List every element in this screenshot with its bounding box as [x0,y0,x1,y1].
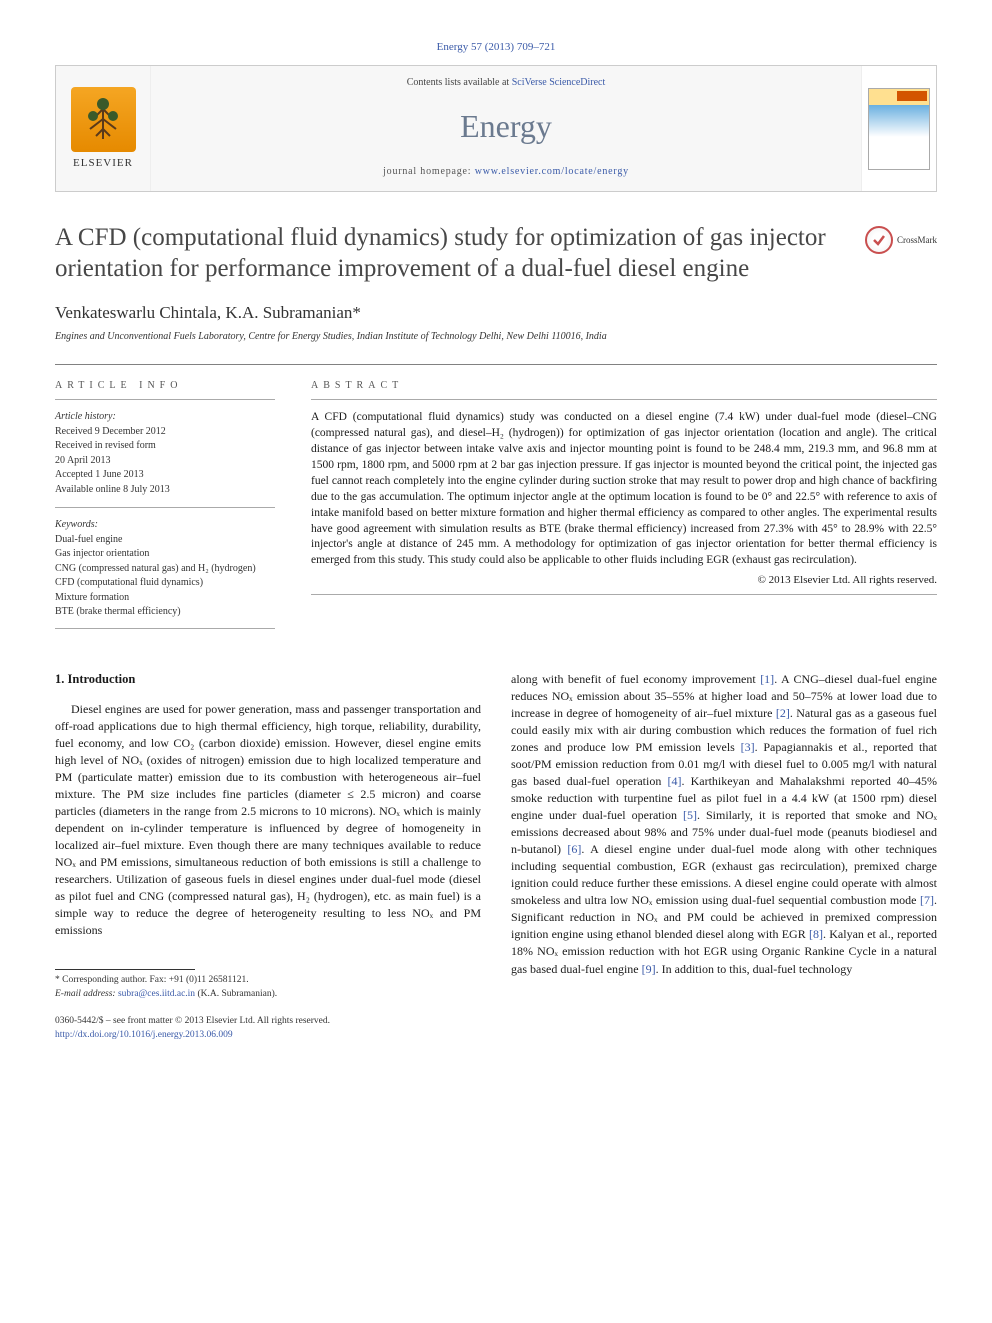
contents-prefix: Contents lists available at [407,77,512,88]
keyword: Mixture formation [55,591,275,606]
reference-link[interactable]: [7] [920,893,934,907]
publisher-name: ELSEVIER [73,156,133,171]
doi-link[interactable]: http://dx.doi.org/10.1016/j.energy.2013.… [55,1030,233,1040]
divider [55,628,275,629]
banner-center: Contents lists available at SciVerse Sci… [151,66,861,191]
homepage-link[interactable]: www.elsevier.com/locate/energy [475,166,629,177]
keyword: Gas injector orientation [55,547,275,562]
sciencedirect-link[interactable]: SciVerse ScienceDirect [512,77,606,88]
revised-date-l1: Received in revised form [55,439,275,454]
corresponding-author-line: * Corresponding author. Fax: +91 (0)11 2… [55,974,481,987]
keyword: CFD (computational fluid dynamics) [55,576,275,591]
reference-link[interactable]: [5] [683,808,697,822]
body-paragraph: along with benefit of fuel economy impro… [511,671,937,978]
affiliation: Engines and Unconventional Fuels Laborat… [55,330,937,344]
divider [55,507,275,508]
abstract-text: A CFD (computational fluid dynamics) stu… [311,410,937,569]
journal-cover[interactable] [861,66,936,191]
article-info-header: ARTICLE INFO [55,379,275,393]
email-suffix: (K.A. Subramanian). [195,989,277,999]
homepage-prefix: journal homepage: [383,166,475,177]
body-column-right: along with benefit of fuel economy impro… [511,671,937,1042]
body-column-left: 1. Introduction Diesel engines are used … [55,671,481,1042]
history-label: Article history: [55,410,275,425]
issn-line: 0360-5442/$ – see front matter © 2013 El… [55,1015,481,1028]
reference-link[interactable]: [8] [809,927,823,941]
reference-link[interactable]: [1] [760,672,774,686]
divider [55,364,937,365]
article-title: A CFD (computational fluid dynamics) stu… [55,222,853,285]
keyword: Dual-fuel engine [55,533,275,548]
email-line: E-mail address: subra@ces.iitd.ac.in (K.… [55,988,481,1001]
text-run: along with benefit of fuel economy impro… [511,672,760,686]
crossmark-label: CrossMark [897,234,937,247]
keyword: CNG (compressed natural gas) and H₂ (hyd… [55,562,275,577]
revised-date-l2: 20 April 2013 [55,454,275,469]
reference-link[interactable]: [9] [642,962,656,976]
publisher-logo[interactable]: ELSEVIER [56,66,151,191]
divider [55,969,195,970]
homepage-line: journal homepage: www.elsevier.com/locat… [151,165,861,179]
elsevier-tree-icon [71,87,136,152]
keyword: BTE (brake thermal efficiency) [55,605,275,620]
accepted-date: Accepted 1 June 2013 [55,468,275,483]
reference-link[interactable]: [3] [741,740,755,754]
divider [55,399,275,400]
email-link[interactable]: subra@ces.iitd.ac.in [118,989,195,999]
reference-link[interactable]: [4] [667,774,681,788]
copyright-line: © 2013 Elsevier Ltd. All rights reserved… [311,573,937,588]
online-date: Available online 8 July 2013 [55,483,275,498]
journal-name: Energy [151,104,861,149]
divider [311,594,937,595]
keywords-label: Keywords: [55,518,275,533]
cover-thumbnail-icon [868,88,930,170]
abstract-column: ABSTRACT A CFD (computational fluid dyna… [311,379,937,639]
body-paragraph: Diesel engines are used for power genera… [55,701,481,939]
text-run: . In addition to this, dual-fuel technol… [656,962,853,976]
abstract-header: ABSTRACT [311,379,937,393]
citation-header: Energy 57 (2013) 709–721 [55,40,937,55]
email-label: E-mail address: [55,989,118,999]
divider [311,399,937,400]
received-date: Received 9 December 2012 [55,425,275,440]
contents-list-line: Contents lists available at SciVerse Sci… [151,76,861,90]
reference-link[interactable]: [6] [567,842,581,856]
corresponding-author-footer: * Corresponding author. Fax: +91 (0)11 2… [55,969,481,1042]
authors: Venkateswarlu Chintala, K.A. Subramanian… [55,301,937,325]
crossmark-icon [865,226,893,254]
reference-link[interactable]: [2] [776,706,790,720]
section-heading: 1. Introduction [55,671,481,689]
crossmark-badge[interactable]: CrossMark [865,226,937,254]
article-info-column: ARTICLE INFO Article history: Received 9… [55,379,275,639]
journal-banner: ELSEVIER Contents lists available at Sci… [55,65,937,192]
